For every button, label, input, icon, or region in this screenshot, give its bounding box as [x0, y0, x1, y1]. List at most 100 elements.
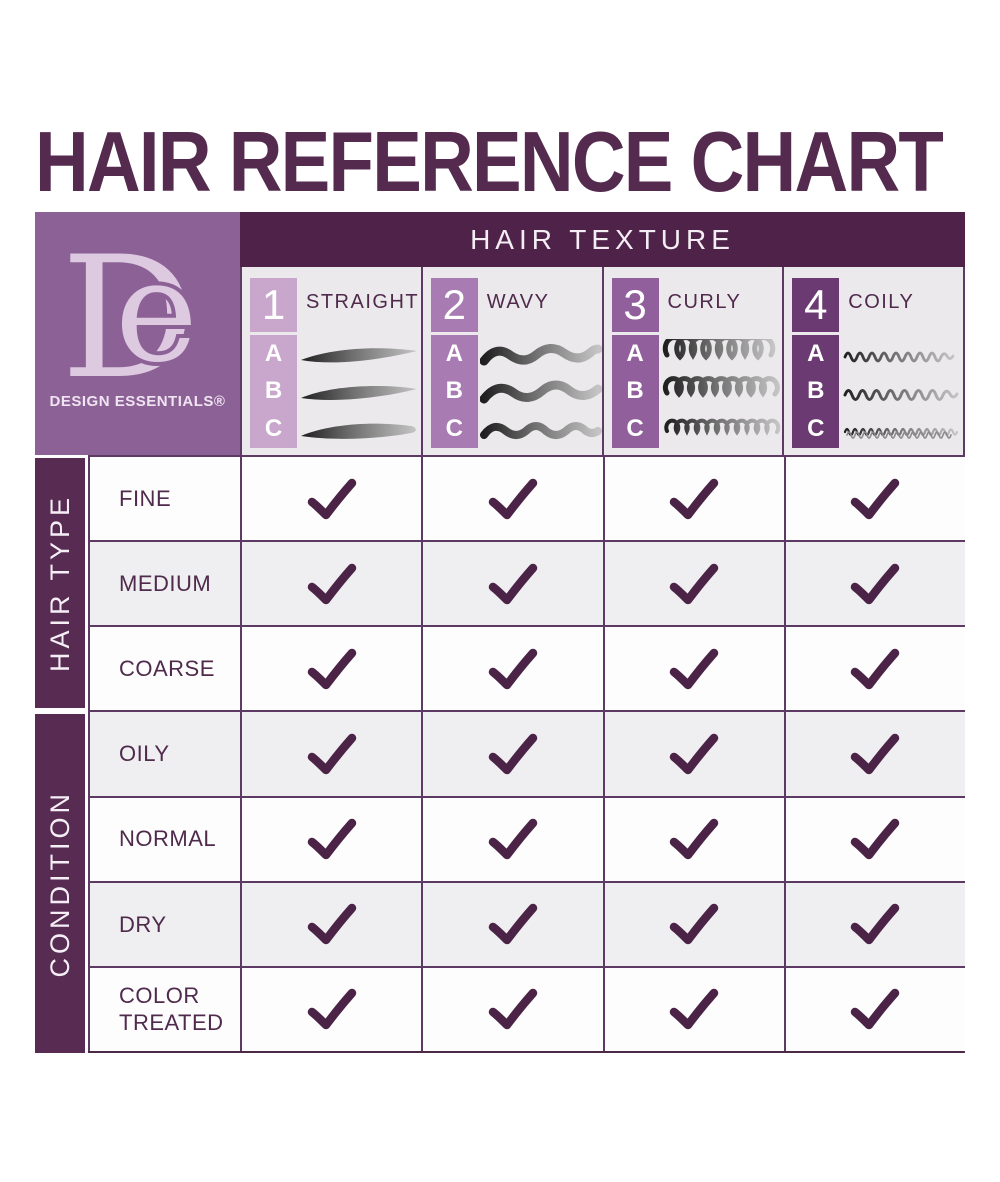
- subtype-b: B: [626, 377, 644, 405]
- texture-subtype-block: A B C: [792, 335, 840, 448]
- check-cell: [602, 965, 784, 1051]
- check-cell: [602, 795, 784, 881]
- check-cell: [783, 795, 965, 881]
- check-cell: [783, 540, 965, 626]
- check-cell: [783, 880, 965, 966]
- texture-subtype-block: A B C: [250, 335, 297, 448]
- row-label-dry: DRY: [88, 880, 240, 966]
- page-title-text: HAIR REFERENCE CHART: [35, 115, 944, 210]
- texture-number-block: 4: [792, 278, 840, 332]
- subtype-c: C: [807, 415, 825, 443]
- straight-hair-illustration: [301, 348, 417, 439]
- subtype-a: A: [445, 339, 463, 367]
- subtype-c: C: [445, 415, 463, 443]
- subtype-b: B: [264, 377, 283, 405]
- checkmark-icon: [669, 733, 719, 775]
- row-label-medium: MEDIUM: [88, 540, 240, 626]
- check-cell: [602, 455, 784, 541]
- checkmark-icon: [488, 818, 538, 860]
- hair-texture-band-label: HAIR TEXTURE: [470, 223, 735, 255]
- page-title: HAIR REFERENCE CHART: [35, 115, 965, 210]
- checkmark-icon: [307, 733, 356, 775]
- subtype-b: B: [807, 377, 825, 405]
- hair-texture-band: HAIR TEXTURE: [240, 212, 965, 267]
- brand-name: DESIGN ESSENTIALS®: [49, 393, 226, 410]
- check-cell: [421, 795, 603, 881]
- check-cell: [240, 625, 422, 711]
- checkmark-icon: [851, 818, 900, 860]
- subtype-a: A: [807, 339, 825, 367]
- check-cell: [240, 710, 422, 796]
- check-cell: [421, 455, 603, 541]
- texture-subtype-block: A B C: [430, 335, 478, 448]
- check-cell: [421, 710, 603, 796]
- check-cell: [783, 455, 965, 541]
- checkmark-icon: [669, 818, 719, 860]
- checkmark-icon: [307, 478, 356, 519]
- subtype-a: A: [626, 339, 644, 367]
- texture-column-coily: 4 A B C COILY: [782, 267, 963, 455]
- checkmark-icon: [851, 478, 900, 519]
- checkmark-icon: [851, 989, 900, 1030]
- checkmark-icon: [488, 478, 538, 519]
- texture-subtype-block: A B C: [611, 335, 659, 448]
- checkmark-icon: [307, 904, 356, 945]
- texture-header-row: 1 A B C STRAIGHT 2: [240, 267, 965, 455]
- checkmark-icon: [669, 648, 719, 690]
- check-cell: [240, 880, 422, 966]
- row-group-condition: CONDITION: [35, 714, 85, 1053]
- subtype-c: C: [626, 415, 644, 443]
- check-cell: [421, 965, 603, 1051]
- matrix-grid: FINE MEDIUM COARSE OILY NORMAL: [88, 455, 965, 1053]
- check-cell: [240, 795, 422, 881]
- texture-label: COILY: [848, 291, 915, 313]
- checkmark-icon: [307, 989, 356, 1030]
- row-group-label: HAIR TYPE: [44, 493, 75, 673]
- check-cell: [240, 455, 422, 541]
- wavy-hair-illustration: [479, 344, 602, 439]
- checkmark-icon: [851, 904, 900, 945]
- checkmark-icon: [307, 563, 356, 604]
- checkmark-icon: [669, 904, 719, 945]
- design-essentials-monogram-icon: D e: [65, 250, 202, 390]
- check-cell: [783, 965, 965, 1051]
- check-cell: [421, 540, 603, 626]
- checkmark-icon: [669, 478, 719, 519]
- texture-label: WAVY: [486, 291, 550, 313]
- checkmark-icon: [307, 648, 356, 690]
- checkmark-icon: [488, 989, 538, 1030]
- texture-column-curly: 3 A B C CURLY: [601, 267, 783, 455]
- check-cell: [783, 710, 965, 796]
- check-cell: [421, 625, 603, 711]
- row-label-coarse: COARSE: [88, 625, 240, 711]
- check-cell: [421, 880, 603, 966]
- texture-number-block: 2: [430, 278, 478, 332]
- checkmark-icon: [669, 563, 719, 604]
- checkmark-icon: [488, 563, 538, 604]
- texture-number-block: 1: [250, 278, 297, 332]
- checkmark-icon: [669, 989, 719, 1030]
- check-cell: [602, 625, 784, 711]
- curly-hair-illustration: [662, 339, 780, 436]
- texture-column-straight: 1 A B C STRAIGHT: [240, 267, 421, 455]
- brand-logo-block: D e DESIGN ESSENTIALS®: [35, 212, 240, 455]
- subtype-c: C: [264, 415, 283, 443]
- checkmark-icon: [307, 818, 356, 860]
- checkmark-icon: [488, 733, 538, 775]
- row-group-hair-type: HAIR TYPE: [35, 458, 85, 708]
- svg-text:e: e: [115, 250, 198, 390]
- checkmark-icon: [488, 904, 538, 945]
- checkmark-icon: [488, 648, 538, 690]
- texture-label: STRAIGHT: [306, 291, 420, 313]
- check-cell: [783, 625, 965, 711]
- checkmark-icon: [851, 648, 900, 690]
- check-cell: [240, 965, 422, 1051]
- row-label-oily: OILY: [88, 710, 240, 796]
- checkmark-icon: [851, 733, 900, 775]
- texture-label: CURLY: [667, 291, 742, 313]
- check-cell: [240, 540, 422, 626]
- check-cell: [602, 540, 784, 626]
- check-cell: [602, 710, 784, 796]
- row-label-normal: NORMAL: [88, 795, 240, 881]
